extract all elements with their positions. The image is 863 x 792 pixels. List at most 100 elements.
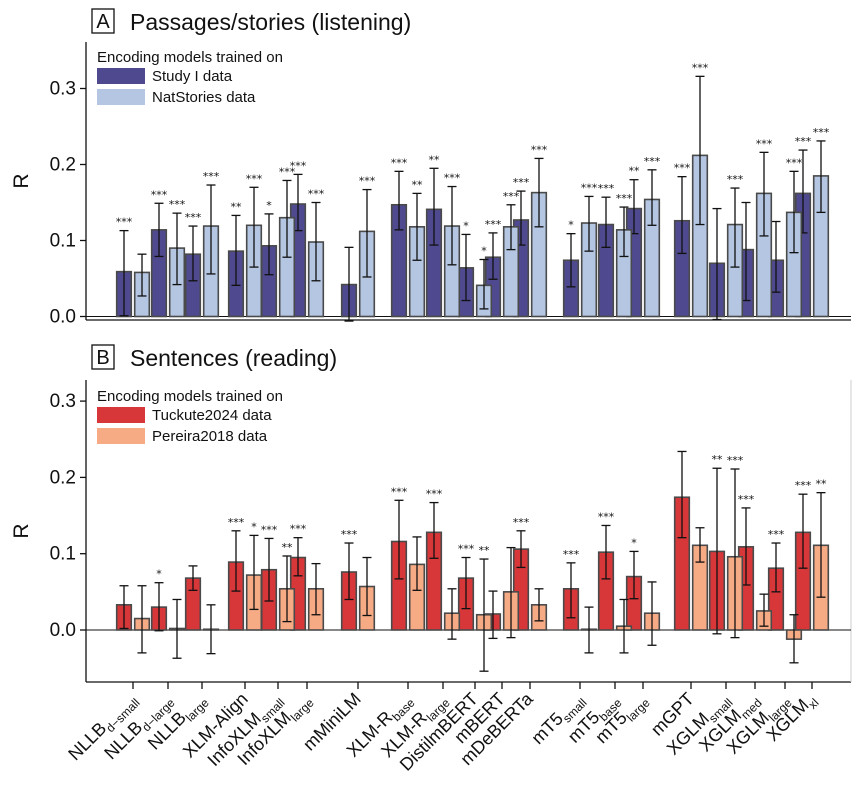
panel-b-y-tick-label: 0.0 [50,620,76,641]
panel-a-significance-study-i-data-infoxlm-large: *** [290,159,307,172]
panel-a-errorbar-natstories-data-xlm-r-base [412,192,422,261]
panel-b-legend: Encoding models trained on Tuckute2024 d… [97,388,283,445]
panel-a-significance-study-i-data-xlm-align: ** [231,200,243,213]
panel-b-title: Sentences (reading) [130,345,337,371]
panel-a-errorbar-study-i-data-infoxlm-small [264,213,274,276]
panel-b-errorbar-tuckute2024-data-xglm-small [712,467,722,635]
panel-a-significance-study-i-data-mbert: *** [485,218,502,231]
panel-b-errorbar-pereira2018-data-nllb-d-large [172,598,182,659]
panel-b-errorbar-pereira2018-data-nllb-large [206,604,216,655]
panel-b-significance-tuckute2024-data-mt5-small: *** [563,548,580,561]
panel-b-legend-swatch-tuckute [97,407,145,423]
panel-b-errorbar-pereira2018-data-mt5-small [584,606,594,654]
panel-a-significance-study-i-data-nllb-d-large: *** [151,188,168,201]
panel-a-significance-natstories-data-xglm-large: *** [786,156,803,169]
panel-a-significance-natstories-data-mt5-large: *** [644,155,661,168]
panel-b-bars: ******* *** ****** ************************… [115,450,830,672]
panel-b-y-tick-label: 0.1 [50,544,76,565]
panel-a-errorbar-study-i-data-nllb-d-large [154,202,164,258]
panel-b-errorbar-tuckute2024-data-infoxlm-small [264,537,274,602]
panel-a-errorbar-natstories-data-mminilm [362,188,372,278]
panel-a-significance-natstories-data-mminilm: *** [359,175,376,188]
panel-b-significance-tuckute2024-data-nllb-d-large: * [156,568,162,581]
panel-b-significance-tuckute2024-data-distilmbert: *** [458,543,475,556]
panel-a-errorbar-natstories-data-xglm-xl [816,140,826,214]
panel-a-errorbar-study-i-data-mt5-small [566,233,576,288]
panel-a-y-tick-label: 0.0 [50,307,76,328]
panel-a-errorbar-natstories-data-infoxlm-large [311,201,321,282]
panel-a-errorbar-natstories-data-nllb-d-small [137,253,147,297]
panel-a-errorbar-study-i-data-nllb-large [188,225,198,282]
panel-a-significance-study-i-data-nllb-large: *** [185,211,202,224]
panel-a-errorbar-natstories-data-mgpt [695,75,705,226]
panel-a-significance-natstories-data-mgpt: *** [692,61,709,74]
panel-b-significance-tuckute2024-data-xglm-large: *** [768,528,785,541]
panel-a-bars: *********** **** *** *** ************ *******… [116,61,830,322]
panel-b-errorbar-tuckute2024-data-xlm-align [231,530,241,592]
panel-a-significance-study-i-data-xglm-xl: *** [795,135,812,148]
panel-a-errorbar-natstories-data-distilmbert [479,258,489,310]
panel-b-significance-tuckute2024-data-xglm-xl: *** [795,479,812,492]
panel-b-significance-tuckute2024-data-xlm-align: *** [228,516,245,529]
panel-b-significance-tuckute2024-data-xglm-med: *** [738,493,755,506]
panel-b-significance-pereira2018-data-xglm-xl: ** [816,478,828,491]
panel-b-errorbar-pereira2018-data-mdeberta [534,588,544,622]
panel-a-significance-study-i-data-mt5-base: *** [598,182,615,195]
panel-a-significance-natstories-data-nllb-d-large: *** [169,198,186,211]
panel-a-letter-box [91,8,115,34]
panel-a-legend-title: Encoding models trained on [97,49,283,66]
panel-b-legend-swatch-pereira [97,428,145,444]
panel-a: A Passages/stories (listening) 0.0 0.1 0.2… [10,8,851,328]
panel-a-significance-natstories-data-mt5-base: *** [616,192,633,205]
panel-a-legend-swatch-study-i [97,68,145,84]
panel-b-errorbar-pereira2018-data-distilmbert [479,558,489,672]
panel-b-y-tick-label: 0.2 [50,467,76,488]
panel-a-significance-study-i-data-mgpt: *** [674,162,691,175]
panel-b-errorbar-pereira2018-data-mminilm [362,556,372,617]
panel-b-errorbar-pereira2018-data-xglm-med [759,593,769,627]
panel-b-errorbar-tuckute2024-data-mbert [488,590,498,640]
panel-b-errorbar-tuckute2024-data-mdeberta [516,530,526,569]
panel-b-errorbar-tuckute2024-data-xglm-large [771,542,781,593]
panel-a-significance-natstories-data-distilmbert: * [481,245,487,258]
x-tick-labels: NLLBd−smallNLLBd−largeNLLBlargeXLM-Align… [64,682,822,775]
panel-b-significance-pereira2018-data-xlm-align: * [251,520,257,533]
panel-a-errorbar-natstories-data-xglm-med [759,151,769,237]
panel-a-errorbar-study-i-data-distilmbert [461,233,471,302]
panel-b-errorbar-tuckute2024-data-infoxlm-large [293,537,303,577]
panel-a-y-tick-label: 0.3 [50,79,76,100]
panel-b: B Sentences (reading) 0.00.10.20.3R ****… [10,344,852,683]
panel-b-errorbar-pereira2018-data-mt5-large [647,581,657,646]
panel-a-errorbar-study-i-data-xlm-r-base [394,170,404,231]
panel-a-errorbar-natstories-data-mbert [506,204,516,251]
panel-a-errorbar-study-i-data-xlm-r-large [429,167,439,246]
panel-b-errorbar-tuckute2024-data-mgpt [677,450,687,539]
panel-a-y-tick-label: 0.2 [50,155,76,176]
panel-a-significance-natstories-data-infoxlm-small: *** [279,165,296,178]
panel-b-errorbar-pereira2018-data-xlm-r-large [447,588,457,640]
panel-a-significance-natstories-data-xglm-xl: *** [813,126,830,139]
panel-b-errorbar-tuckute2024-data-distilmbert [461,556,471,610]
panel-a-letter: A [96,11,110,33]
panel-b-errorbar-tuckute2024-data-xlm-r-large [429,501,439,559]
panel-a-significance-study-i-data-xlm-r-base: *** [391,156,408,169]
panel-b-significance-tuckute2024-data-mt5-large: * [631,536,637,549]
panel-a-errorbar-natstories-data-xglm-large [789,170,799,254]
panel-a-significance-natstories-data-mbert: *** [503,190,520,203]
panel-a-legend-swatch-natstories [97,89,145,105]
panel-b-significance-tuckute2024-data-infoxlm-large: *** [290,523,307,536]
panel-a-significance-natstories-data-mdeberta: *** [531,143,548,156]
panel-b-significance-tuckute2024-data-mdeberta: *** [513,516,530,529]
panel-b-errorbar-tuckute2024-data-mt5-large [629,550,639,600]
panel-a-errorbar-natstories-data-mt5-large [647,169,657,226]
panel-a-significance-study-i-data-infoxlm-small: * [266,199,272,212]
panel-b-errorbar-pereira2018-data-infoxlm-small [282,555,292,623]
panel-a-legend-label-study-i: Study I data [152,68,233,85]
panel-b-errorbar-tuckute2024-data-nllb-d-small [119,585,129,630]
panel-a-significance-study-i-data-mt5-large: ** [629,165,641,178]
panel-a-significance-study-i-data-xlm-r-large: ** [429,153,441,166]
panel-a-significance-natstories-data-mt5-small: *** [581,181,598,194]
panel-b-y-tick-label: 0.3 [50,391,76,412]
panel-b-errorbar-tuckute2024-data-xlm-r-base [394,499,404,580]
panel-a-errorbar-study-i-data-mminilm [344,246,354,322]
